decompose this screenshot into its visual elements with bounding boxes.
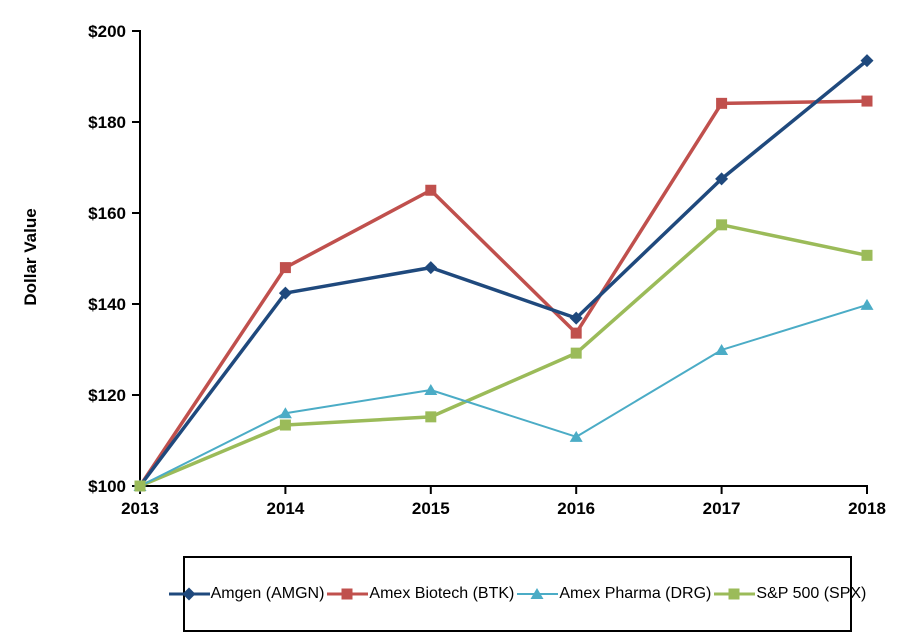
marker-diamond-0 <box>715 172 729 186</box>
legend-label-biotech: Amex Biotech (BTK) <box>369 585 515 602</box>
legend-item-pharma: Amex Pharma (DRG) <box>517 585 711 603</box>
legend-swatch-biotech-icon <box>327 588 369 600</box>
legend-swatch-amgen-icon <box>168 587 210 601</box>
marker-triangle-2 <box>860 298 874 310</box>
legend-swatch-pharma-icon <box>517 588 559 599</box>
legend-label-sp500: S&P 500 (SPX) <box>756 585 867 602</box>
marker-square-3 <box>279 419 291 431</box>
legend-marker-triangle <box>530 588 544 599</box>
marker-triangle-2 <box>424 383 438 395</box>
marker-diamond-0 <box>569 311 583 325</box>
y-axis-title: Dollar Value <box>21 208 40 306</box>
legend-marker-diamond <box>182 587 196 601</box>
y-tick-label: $100 <box>88 477 126 496</box>
y-tick-label: $140 <box>88 295 126 314</box>
marker-triangle-2 <box>715 343 729 355</box>
marker-triangle-2 <box>278 407 292 419</box>
y-tick-label: $180 <box>88 113 126 132</box>
legend-marker-square <box>341 588 353 600</box>
x-tick-label: 2013 <box>121 499 159 518</box>
x-tick-label: 2017 <box>703 499 741 518</box>
marker-square-3 <box>861 249 873 261</box>
legend-swatch-sp500-icon <box>714 588 756 600</box>
x-tick-label: 2015 <box>412 499 450 518</box>
series-line-3 <box>139 223 868 488</box>
marker-triangle-2 <box>569 430 583 442</box>
axes-lines <box>139 30 868 487</box>
series-line-1 <box>138 99 868 487</box>
legend-item-sp500: S&P 500 (SPX) <box>714 585 866 603</box>
marker-square-3 <box>134 480 146 492</box>
x-tick-label: 2016 <box>557 499 595 518</box>
legend-label-amgen: Amgen (AMGN) <box>210 585 325 602</box>
marker-square-3 <box>570 347 582 359</box>
x-tick-label: 2014 <box>266 499 304 518</box>
marker-diamond-0 <box>860 54 874 68</box>
legend-item-biotech: Amex Biotech (BTK) <box>327 585 514 603</box>
marker-square-1 <box>279 262 291 274</box>
marker-square-3 <box>716 219 728 231</box>
legend-item-amgen: Amgen (AMGN) <box>168 585 325 603</box>
series-line-2 <box>139 303 868 487</box>
marker-square-1 <box>425 184 437 196</box>
chart-legend: Amgen (AMGN) Amex Biotech (BTK) Amex Pha… <box>168 556 866 632</box>
marker-diamond-0 <box>278 286 292 300</box>
legend-marker-square <box>728 588 740 600</box>
marker-square-1 <box>716 97 728 109</box>
series-line-0 <box>138 59 869 488</box>
y-tick-label: $160 <box>88 204 126 223</box>
marker-square-1 <box>861 95 873 107</box>
marker-square-3 <box>425 411 437 423</box>
y-tick-label: $200 <box>88 22 126 41</box>
legend-label-pharma: Amex Pharma (DRG) <box>559 585 712 602</box>
x-tick-label: 2018 <box>848 499 886 518</box>
marker-diamond-0 <box>424 261 438 275</box>
y-tick-label: $120 <box>88 386 126 405</box>
marker-square-1 <box>570 327 582 339</box>
